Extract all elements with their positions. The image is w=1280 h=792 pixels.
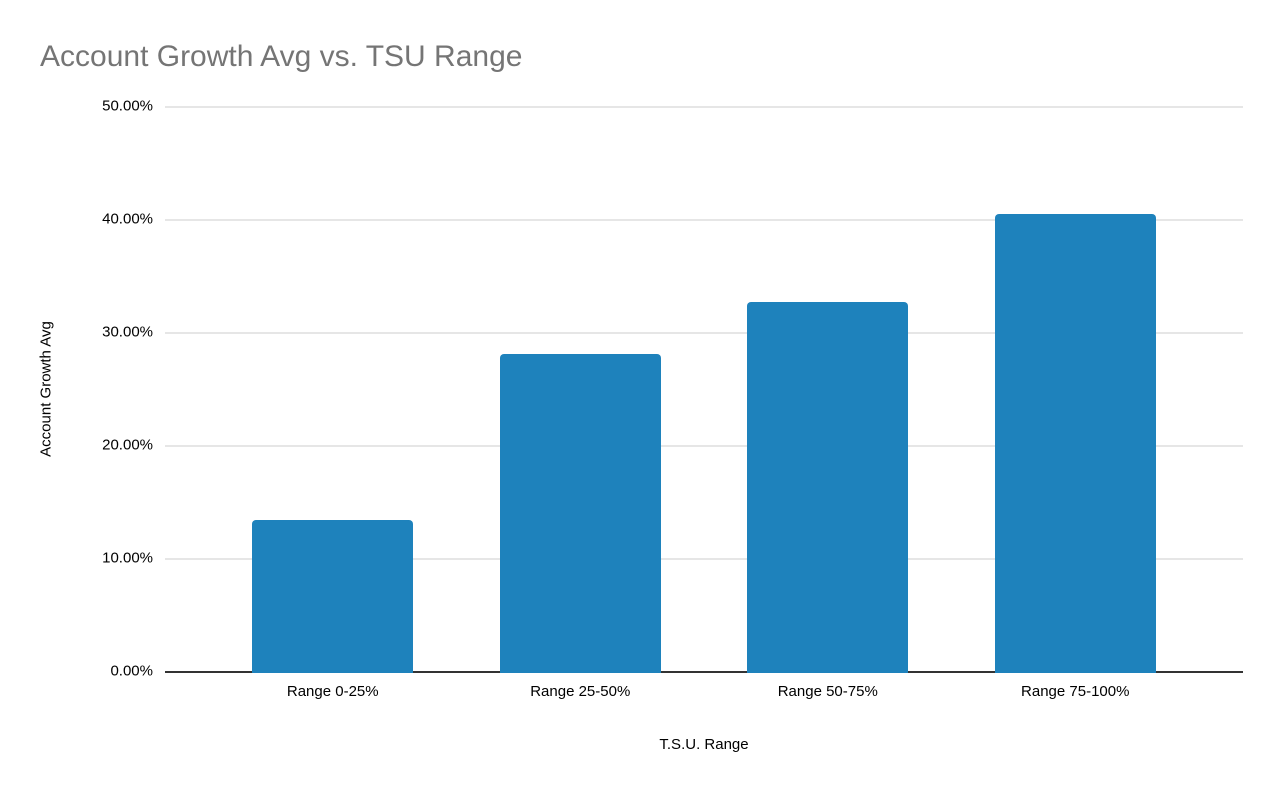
- gridline: [165, 445, 1243, 447]
- bar-1: [252, 520, 414, 673]
- bar-4: [994, 214, 1156, 673]
- y-tick-label: 30.00%: [102, 323, 153, 341]
- bar-3: [747, 302, 909, 673]
- x-tick-label: Range 0-25%: [286, 683, 379, 700]
- y-tick-label: 20.00%: [102, 436, 153, 454]
- gridline: [165, 332, 1243, 334]
- y-tick-label: 0.00%: [110, 662, 153, 680]
- y-tick-label: 50.00%: [102, 97, 153, 115]
- plot-area: 0.00% 10.00% 20.00% 30.00% 40.00% 50.00% Range…: [102, 98, 1243, 700]
- bar-2: [499, 354, 661, 673]
- y-tick-label: 40.00%: [102, 210, 153, 228]
- chart-title: Account Growth Avg vs. TSU Range: [40, 40, 523, 73]
- x-tick-label: Range 50-75%: [777, 683, 878, 700]
- gridline: [165, 219, 1243, 221]
- x-axis-title: T.S.U. Range: [659, 736, 749, 753]
- y-tick-label: 10.00%: [102, 549, 153, 567]
- x-axis-line: [165, 671, 1243, 673]
- gridline: [165, 558, 1243, 560]
- gridline: [165, 106, 1243, 108]
- x-tick-label: Range 75-100%: [1021, 683, 1130, 700]
- x-tick-label: Range 25-50%: [530, 683, 631, 700]
